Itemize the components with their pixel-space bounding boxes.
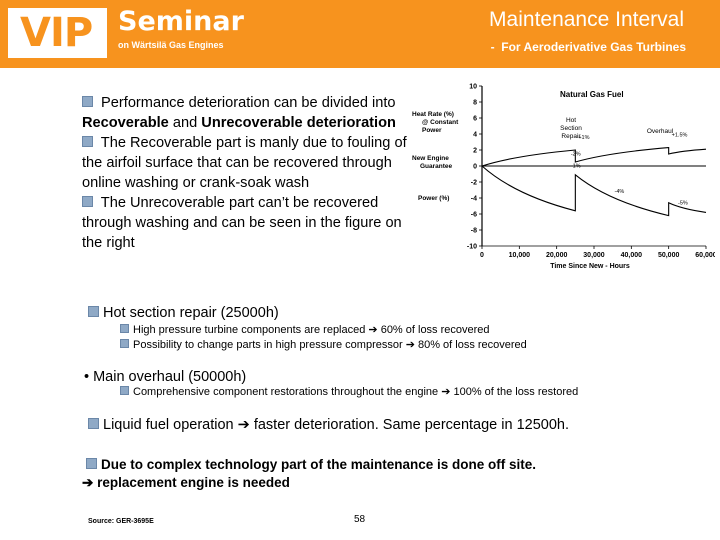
overhaul-annotation: Overhaul bbox=[647, 128, 674, 135]
label-pw-hot-low: -4% bbox=[615, 189, 625, 195]
seminar-subtitle: on Wärtsilä Gas Engines bbox=[118, 40, 224, 50]
header-bar: VIP Seminar on Wärtsilä Gas Engines Main… bbox=[0, 0, 720, 68]
bullet-square-icon bbox=[120, 324, 129, 333]
y-tick-label: 6 bbox=[473, 116, 477, 123]
intro-paragraph-3: The Unrecoverable part can’t be recovere… bbox=[82, 195, 402, 251]
x-tick-label: 10,000 bbox=[509, 252, 531, 259]
y-tick-label: -4 bbox=[471, 196, 477, 203]
offsite-line-2: ➔ replacement engine is needed bbox=[82, 475, 290, 490]
bullet-square-icon bbox=[86, 458, 97, 469]
series-line-power bbox=[481, 165, 707, 217]
new-engine-label: New Engine Guarantee bbox=[412, 155, 453, 170]
label-pw-ovh: -5% bbox=[678, 200, 688, 206]
intro-paragraph-1: Performance deterioration can be divided… bbox=[82, 95, 396, 131]
deterioration-chart: Natural Gas Fuel Heat Rate (%) @ Constant… bbox=[412, 84, 715, 271]
logo-text: VIP bbox=[20, 10, 93, 56]
x-tick-label: 40,000 bbox=[621, 252, 643, 259]
hot-section-item-1: High pressure turbine components are rep… bbox=[120, 323, 490, 337]
y-tick-label: 4 bbox=[473, 132, 477, 139]
liquid-fuel-text: Liquid fuel operation ➔ faster deteriora… bbox=[88, 416, 569, 434]
y-tick-label: -2 bbox=[471, 180, 477, 187]
source-note: Source: GER-3695E bbox=[88, 518, 154, 525]
bullet-square-icon bbox=[120, 339, 129, 348]
y-tick-label: 2 bbox=[473, 148, 477, 155]
bullet-square-icon bbox=[120, 386, 129, 395]
slide-title: Maintenance Interval bbox=[489, 8, 684, 31]
arrow-icon: ➔ bbox=[368, 324, 378, 336]
label-pw-hot: -1% bbox=[571, 164, 581, 170]
x-tick-label: 20,000 bbox=[546, 252, 568, 259]
y-tick-label: -10 bbox=[467, 244, 477, 251]
bullet-square-icon bbox=[88, 306, 99, 317]
x-tick-label: 50,000 bbox=[658, 252, 680, 259]
hot-section-annotation: Hot Section Repair bbox=[560, 117, 582, 140]
bullet-square-icon bbox=[82, 136, 93, 147]
intro-paragraph-2: The Recoverable part is manly due to fou… bbox=[82, 135, 407, 191]
hot-section-heading: Hot section repair (25000h) bbox=[88, 304, 279, 322]
overhaul-heading: • Main overhaul (50000h) bbox=[84, 369, 247, 385]
x-tick-label: 60,000 bbox=[695, 252, 715, 259]
y-tick-label: -8 bbox=[471, 228, 477, 235]
seminar-title: Seminar bbox=[118, 6, 244, 37]
x-axis-label: Time Since New - Hours bbox=[550, 263, 630, 270]
y-tick-label: 10 bbox=[469, 84, 477, 91]
heat-rate-label: Heat Rate (%) @ Constant Power bbox=[412, 111, 459, 134]
offsite-line-1: Due to complex technology part of the ma… bbox=[86, 456, 536, 474]
page-number: 58 bbox=[354, 514, 366, 525]
x-tick-label: 0 bbox=[480, 252, 484, 259]
y-tick-label: 0 bbox=[473, 164, 477, 171]
intro-text: Performance deterioration can be divided… bbox=[82, 93, 412, 253]
bullet-square-icon bbox=[82, 196, 93, 207]
x-tick-label: 30,000 bbox=[583, 252, 605, 259]
hot-section-item-2: Possibility to change parts in high pres… bbox=[120, 338, 527, 352]
label-hr-hot-low: -2% bbox=[571, 152, 581, 158]
label-hr-ovh: +1.5% bbox=[672, 132, 688, 138]
label-hr-hot: +1% bbox=[578, 135, 589, 141]
overhaul-item-1: Comprehensive component restorations thr… bbox=[120, 385, 578, 399]
slide-subtitle: - For Aeroderivative Gas Turbines bbox=[490, 40, 686, 54]
arrow-icon: ➔ bbox=[441, 386, 451, 398]
bullet-square-icon bbox=[88, 418, 99, 429]
series-line-heat-rate bbox=[481, 147, 707, 167]
chart-title: Natural Gas Fuel bbox=[560, 90, 624, 99]
bullet-square-icon bbox=[82, 96, 93, 107]
y-tick-label: -6 bbox=[471, 212, 477, 219]
arrow-icon: ➔ bbox=[237, 417, 250, 433]
arrow-icon: ➔ bbox=[82, 475, 94, 490]
power-label: Power (%) bbox=[418, 195, 449, 202]
vip-logo: VIP bbox=[8, 8, 107, 58]
arrow-icon: ➔ bbox=[405, 339, 415, 351]
y-tick-label: 8 bbox=[473, 100, 477, 107]
